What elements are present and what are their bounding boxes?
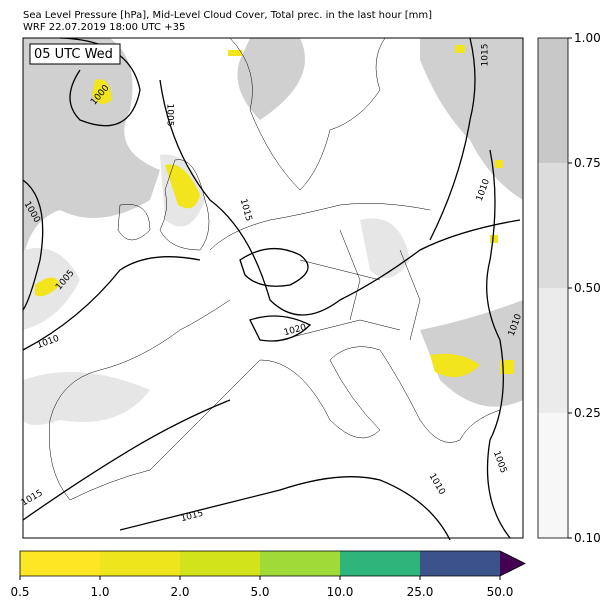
- tick-label: 0.5: [10, 585, 29, 599]
- tick-label: 1.00: [574, 31, 601, 45]
- cloud-area: [23, 372, 150, 425]
- tick-label: 0.50: [574, 281, 601, 295]
- tick-label: 0.75: [574, 156, 601, 170]
- cloud-bin: [538, 288, 568, 413]
- map: 1000 1005 1000 1005 1010 1015 1015 1010 …: [20, 37, 524, 541]
- precip-bin: [260, 551, 340, 576]
- cloud-area: [420, 300, 523, 407]
- precip-bin: [340, 551, 420, 576]
- precip-bin: [180, 551, 260, 576]
- tick-label: 0.10: [574, 531, 601, 545]
- tick-label: 10.0: [327, 585, 354, 599]
- isobar: [239, 247, 312, 342]
- title: Sea Level Pressure [hPa], Mid-Level Clou…: [23, 10, 432, 21]
- cloud-bin: [538, 413, 568, 538]
- tick-label: 5.0: [250, 585, 269, 599]
- precip-bin: [100, 551, 180, 576]
- map-frame: [22, 37, 524, 539]
- isobar-labels: 1000 1005 1000 1005 1010 1015 1015 1010 …: [20, 44, 524, 525]
- time-label: 05 UTC Wed: [34, 47, 113, 62]
- tick-label: 25.0: [407, 585, 434, 599]
- precip-area: [35, 277, 60, 297]
- isobar: [22, 37, 521, 541]
- cloud-area: [420, 38, 523, 200]
- colorbar-frame: [19, 550, 526, 577]
- precip-area: [165, 164, 200, 209]
- tick-label: 50.0: [487, 585, 514, 599]
- cloud-area: [237, 38, 305, 120]
- tick-label: 2.0: [170, 585, 189, 599]
- colorbars: 0.10 0.25 0.50 0.75 1.00 0.5 1.0 2.0 5.0 10.0 25.0…: [10, 31, 600, 599]
- coastline: [229, 37, 386, 191]
- tick-label: 0.25: [574, 406, 601, 420]
- coastline: [117, 159, 210, 251]
- cloud-area: [360, 218, 410, 278]
- precip-area: [430, 353, 480, 378]
- coastline: [48, 203, 501, 501]
- precip-area: [92, 79, 112, 104]
- border: [279, 229, 421, 341]
- cloud-bin: [538, 163, 568, 288]
- time-label-box: [29, 43, 121, 65]
- precip-bin: [20, 551, 100, 576]
- precip-bin: [420, 551, 500, 576]
- isobar-label: 1015: [481, 44, 491, 67]
- precip-extend: [500, 551, 525, 576]
- cloud-bin: [538, 38, 568, 163]
- tick-label: 1.0: [90, 585, 109, 599]
- isobar-label: 1005: [165, 104, 175, 127]
- subtitle: WRF 22.07.2019 18:00 UTC +35: [23, 22, 185, 33]
